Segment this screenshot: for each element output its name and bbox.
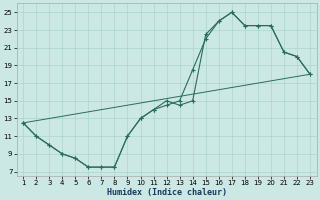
X-axis label: Humidex (Indice chaleur): Humidex (Indice chaleur) <box>107 188 227 197</box>
